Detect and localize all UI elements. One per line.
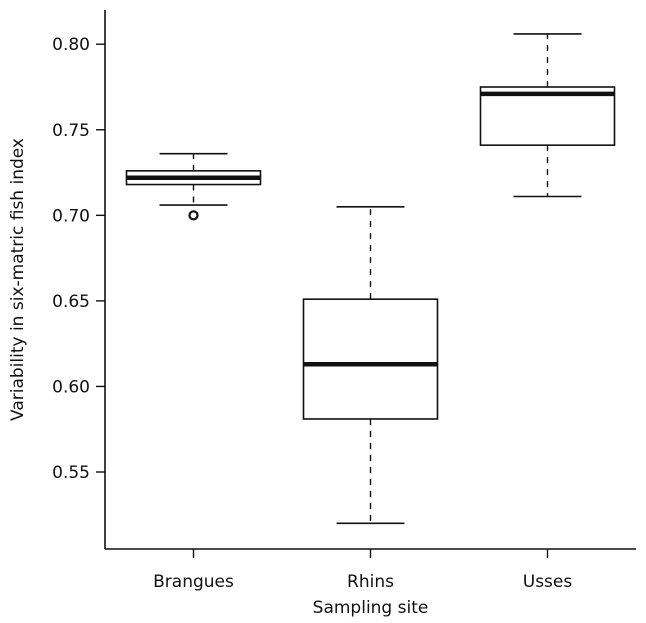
y-tick-label: 0.60 xyxy=(52,377,90,397)
box-iqr xyxy=(302,298,439,420)
y-tick-label: 0.80 xyxy=(52,35,90,55)
x-ticks: Brangues Rhins Usses xyxy=(153,549,572,592)
x-tick-label: Usses xyxy=(523,572,573,592)
y-axis-title: Variability in six-matric fish index xyxy=(8,138,28,421)
box-group xyxy=(125,152,262,221)
y-tick-label: 0.65 xyxy=(52,292,90,312)
y-ticks: 0.55 0.60 0.65 0.70 0.75 0.80 xyxy=(52,35,105,483)
boxes xyxy=(125,33,616,525)
x-axis-title: Sampling site xyxy=(313,598,429,618)
box-group xyxy=(302,205,439,525)
box-iqr xyxy=(479,86,616,146)
y-tick-label: 0.75 xyxy=(52,121,90,141)
x-tick-label: Rhins xyxy=(347,572,394,592)
y-tick-label: 0.55 xyxy=(52,463,90,483)
x-tick-label: Brangues xyxy=(153,572,234,592)
outlier-point xyxy=(188,210,199,221)
box-group xyxy=(479,33,616,198)
y-tick-label: 0.70 xyxy=(52,206,90,226)
